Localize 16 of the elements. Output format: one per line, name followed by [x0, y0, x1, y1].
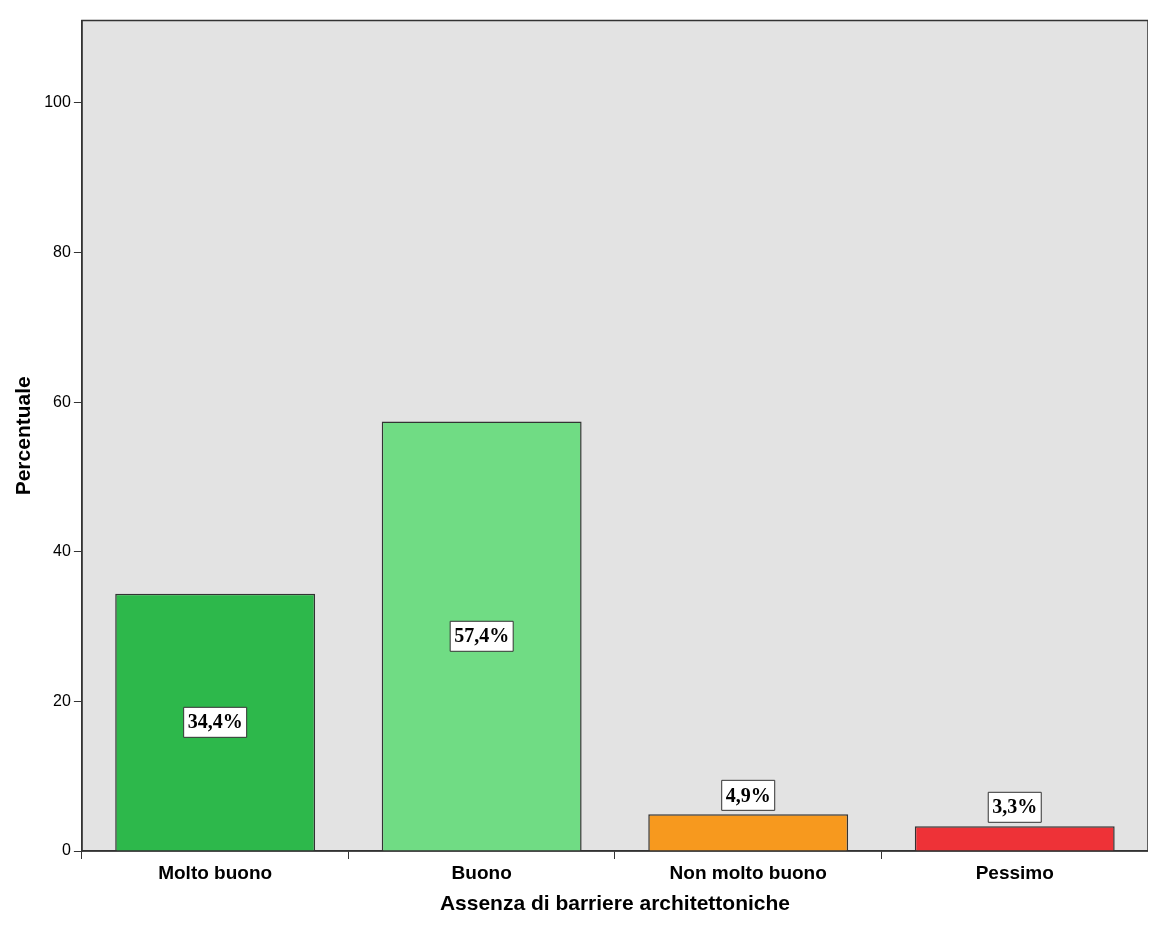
y-tick-label: 80: [53, 242, 71, 260]
x-tick-label: Molto buono: [158, 861, 273, 883]
y-tick-label: 0: [61, 841, 71, 859]
data-label: 57,4%: [454, 624, 510, 647]
y-tick-label: 20: [53, 691, 71, 709]
y-tick-label: 100: [44, 93, 71, 111]
y-tick-label: 40: [53, 542, 71, 560]
data-label: 3,3%: [992, 795, 1038, 818]
x-axis-title: Assenza di barriere architettoniche: [439, 891, 791, 915]
y-tick-label: 60: [53, 392, 71, 410]
y-axis-title: Percentuale: [11, 376, 35, 496]
data-label: 4,9%: [725, 783, 771, 806]
data-label: 34,4%: [187, 710, 243, 733]
x-tick-label: Buono: [451, 861, 512, 883]
x-tick-label: Pessimo: [975, 861, 1054, 883]
x-tick-label: Non molto buono: [669, 861, 827, 883]
